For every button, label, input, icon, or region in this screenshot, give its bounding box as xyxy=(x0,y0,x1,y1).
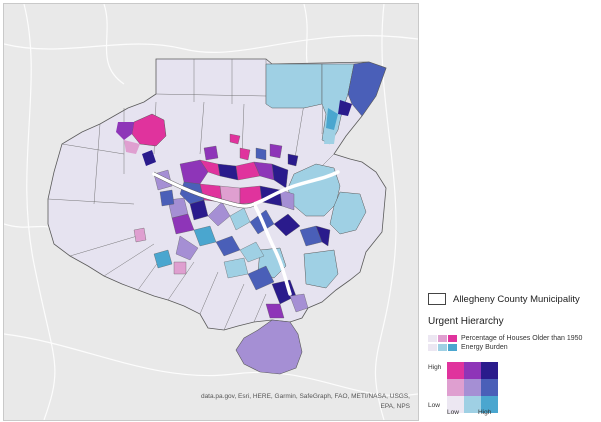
map-canvas xyxy=(4,4,418,420)
municipality-nw-pink-2 xyxy=(116,122,134,140)
legend-municipality-label: Allegheny County Municipality xyxy=(453,293,580,305)
municipality-ne-small xyxy=(326,108,338,130)
legend-x-high-label: High xyxy=(478,409,492,416)
map-view[interactable]: data.pa.gov, Esri, HERE, Garmin, SafeGra… xyxy=(3,3,419,421)
municipality-ne-block xyxy=(265,63,323,109)
houses-ramp-swatch-low xyxy=(428,335,437,342)
rivers xyxy=(152,170,340,296)
legend-houses-row: Percentage of Houses Older than 1950 xyxy=(428,334,582,343)
bivariate-cell xyxy=(481,379,498,396)
basemap-roads xyxy=(4,4,418,420)
urban-core xyxy=(133,133,331,319)
legend-y-low-label: Low xyxy=(428,402,440,409)
map-legend: Allegheny County Municipality Urgent Hie… xyxy=(428,292,598,420)
municipality-nw-pink xyxy=(131,113,167,147)
energy-ramp-swatch-low xyxy=(428,344,437,351)
municipality-nw-light xyxy=(124,140,140,154)
river-outlines xyxy=(153,171,255,209)
map-attribution: data.pa.gov, Esri, HERE, Garmin, SafeGra… xyxy=(200,393,410,410)
bivariate-cell xyxy=(481,362,498,379)
bivariate-cell xyxy=(447,396,464,413)
legend-y-high-label: High xyxy=(428,364,442,371)
bivariate-cell xyxy=(447,362,464,379)
municipality-east-blue-3 xyxy=(303,249,339,289)
municipality-swatch xyxy=(428,293,446,305)
legend-municipality-row: Allegheny County Municipality xyxy=(428,292,580,306)
municipality-ne-tip xyxy=(347,61,387,117)
bivariate-cell xyxy=(447,379,464,396)
legend-energy-label: Energy Burden xyxy=(461,344,508,351)
legend-houses-label: Percentage of Houses Older than 1950 xyxy=(461,335,583,342)
energy-ramp-swatch-high xyxy=(448,344,457,351)
bivariate-cell xyxy=(464,396,481,413)
legend-x-low-label: Low xyxy=(447,409,459,416)
legend-hierarchy-title: Urgent Hierarchy xyxy=(428,316,504,327)
municipality-ne-small2 xyxy=(324,130,336,144)
bivariate-legend-grid xyxy=(447,362,498,413)
legend-energy-row: Energy Burden xyxy=(428,343,508,352)
municipality-south-lobe xyxy=(235,319,303,375)
bivariate-cell xyxy=(464,379,481,396)
bivariate-cell xyxy=(481,396,498,413)
energy-ramp-swatch-mid xyxy=(438,344,447,351)
bivariate-cell xyxy=(464,362,481,379)
municipality-ne-dark xyxy=(338,100,352,116)
houses-ramp-swatch-mid xyxy=(438,335,447,342)
municipality-east-blue-2 xyxy=(329,191,367,235)
municipality-nw-dark xyxy=(142,150,156,166)
houses-ramp-swatch-high xyxy=(448,335,457,342)
